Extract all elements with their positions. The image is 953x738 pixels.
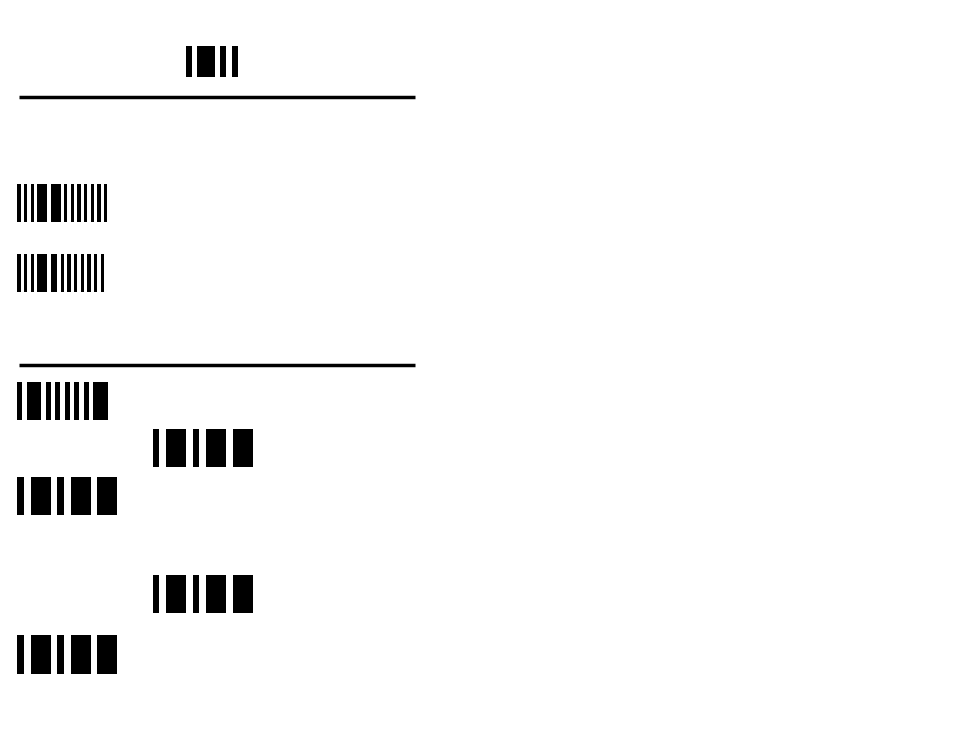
- Bar: [97, 635, 117, 674]
- Bar: [30, 184, 34, 222]
- Bar: [57, 635, 64, 674]
- Bar: [101, 254, 104, 292]
- Bar: [97, 184, 101, 222]
- Bar: [81, 254, 84, 292]
- Bar: [197, 46, 214, 77]
- Bar: [206, 429, 226, 467]
- Bar: [27, 382, 41, 420]
- Bar: [233, 575, 253, 613]
- Bar: [220, 46, 226, 77]
- Bar: [17, 635, 24, 674]
- Bar: [30, 635, 51, 674]
- Bar: [206, 575, 226, 613]
- Bar: [61, 254, 64, 292]
- Bar: [51, 184, 61, 222]
- Bar: [24, 184, 27, 222]
- Bar: [94, 254, 97, 292]
- Bar: [46, 382, 51, 420]
- Bar: [77, 184, 81, 222]
- Bar: [64, 184, 67, 222]
- Bar: [74, 382, 79, 420]
- Bar: [30, 477, 51, 515]
- Bar: [51, 254, 57, 292]
- Bar: [37, 254, 48, 292]
- Bar: [74, 254, 77, 292]
- Bar: [65, 382, 70, 420]
- Bar: [17, 254, 21, 292]
- Bar: [88, 254, 91, 292]
- Bar: [97, 477, 117, 515]
- Bar: [193, 429, 199, 467]
- Bar: [30, 254, 34, 292]
- Bar: [152, 429, 159, 467]
- Bar: [67, 254, 71, 292]
- Bar: [104, 184, 108, 222]
- Bar: [233, 429, 253, 467]
- Bar: [57, 477, 64, 515]
- Bar: [17, 184, 21, 222]
- Bar: [84, 184, 88, 222]
- Bar: [166, 429, 186, 467]
- Bar: [71, 184, 74, 222]
- Bar: [232, 46, 237, 77]
- Bar: [91, 184, 94, 222]
- Bar: [84, 382, 89, 420]
- Bar: [37, 184, 48, 222]
- Bar: [55, 382, 60, 420]
- Bar: [93, 382, 108, 420]
- Bar: [71, 635, 91, 674]
- Bar: [24, 254, 27, 292]
- Bar: [166, 575, 186, 613]
- Bar: [186, 46, 192, 77]
- Bar: [17, 382, 22, 420]
- Bar: [152, 575, 159, 613]
- Bar: [17, 477, 24, 515]
- Bar: [193, 575, 199, 613]
- Bar: [71, 477, 91, 515]
